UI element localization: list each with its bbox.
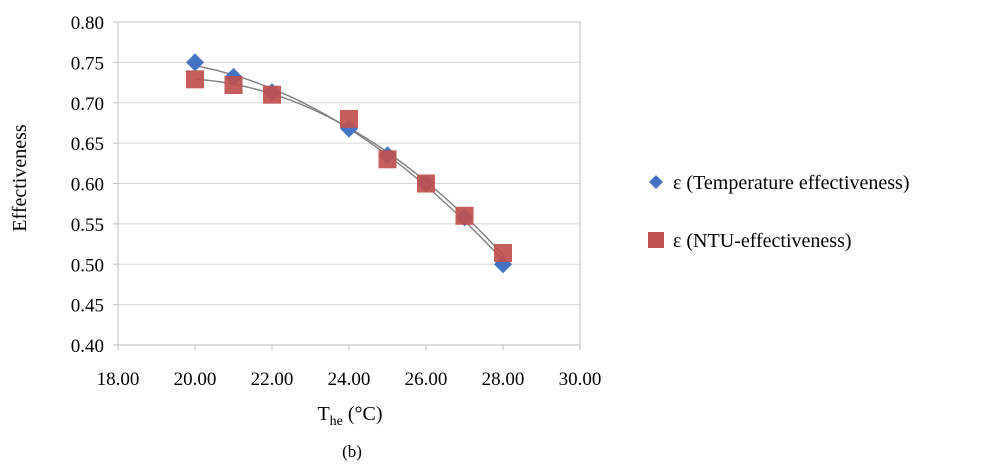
y-tick-label: 0.65 xyxy=(71,134,104,155)
x-tick-label: 20.00 xyxy=(174,369,217,390)
data-point-ntu-effectiveness xyxy=(378,150,397,169)
data-point-ntu-effectiveness xyxy=(417,174,435,193)
y-tick-label: 0.75 xyxy=(71,53,104,74)
legend: ε (Temperature effectiveness) ε (NTU-effe… xyxy=(648,172,910,252)
data-point-ntu-effectiveness xyxy=(186,70,204,89)
legend-label: ε (NTU-effectiveness) xyxy=(673,230,852,252)
data-point-ntu-effectiveness xyxy=(340,109,358,128)
x-tick-label: 22.00 xyxy=(251,369,294,390)
x-axis-label-main: T xyxy=(317,403,329,425)
y-tick-label: 0.45 xyxy=(71,296,104,317)
data-point-ntu-effectiveness xyxy=(455,206,474,225)
data-points xyxy=(186,53,512,274)
y-tick-label: 0.60 xyxy=(71,175,104,196)
x-tick-label: 26.00 xyxy=(405,369,448,390)
y-tick-label: 0.50 xyxy=(71,255,104,276)
legend-marker-ntu-effectiveness xyxy=(648,232,664,248)
legend-marker-temperature-effectiveness xyxy=(649,175,663,189)
x-axis-label: The (°C) xyxy=(317,403,382,429)
x-axis-label-subscript: he xyxy=(330,414,343,429)
y-tick-label: 0.70 xyxy=(71,94,104,115)
data-point-ntu-effectiveness xyxy=(263,85,281,104)
x-axis-label-unit: (°C) xyxy=(343,403,383,425)
data-point-ntu-effectiveness xyxy=(494,243,512,262)
data-point-ntu-effectiveness xyxy=(224,75,243,94)
x-tick-label: 30.00 xyxy=(559,369,602,390)
x-tick-label: 24.00 xyxy=(328,369,371,390)
y-tick-label: 0.40 xyxy=(71,336,104,357)
y-tick-label: 0.80 xyxy=(71,13,104,34)
x-tick-label: 18.00 xyxy=(97,369,140,390)
legend-label: ε (Temperature effectiveness) xyxy=(673,172,910,194)
data-point-temperature-effectiveness xyxy=(186,53,204,72)
y-axis-label: Effectiveness xyxy=(9,124,31,232)
figure-caption: (b) xyxy=(342,442,362,461)
x-tick-label: 28.00 xyxy=(482,369,525,390)
y-axis-tick-labels: 0.40 0.45 0.50 0.55 0.60 0.65 0.70 0.75 0.80 xyxy=(71,13,118,357)
x-axis-tick-labels: 18.00 20.00 22.00 24.00 26.00 28.00 30.00 xyxy=(97,345,602,390)
y-tick-label: 0.55 xyxy=(71,215,104,236)
